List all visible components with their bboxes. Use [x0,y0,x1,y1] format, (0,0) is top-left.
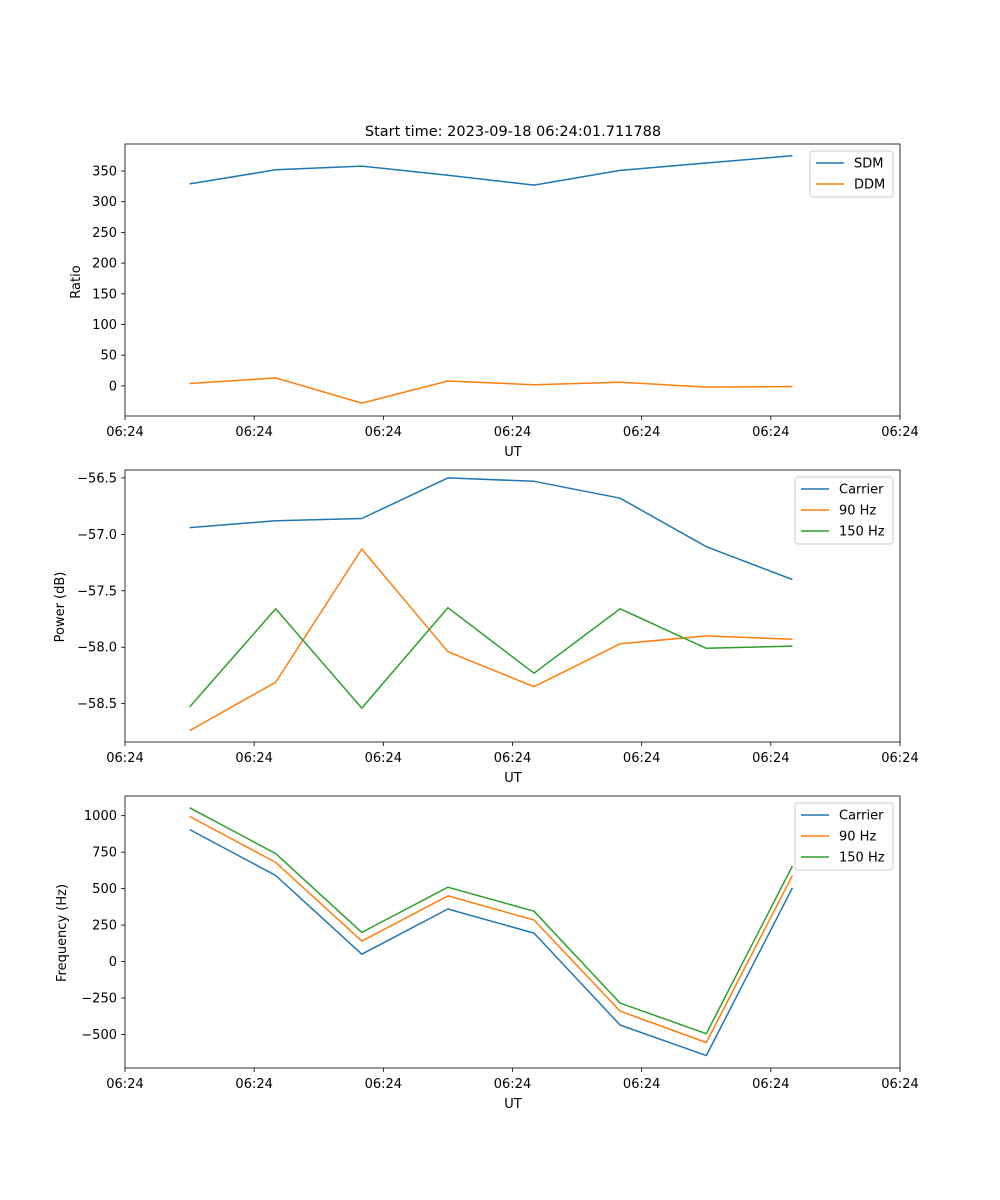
x-tick-label: 06:24 [752,1077,789,1092]
series-line-ddm [189,377,793,404]
x-tick-label: 06:24 [881,425,918,440]
y-tick-label: −57.0 [77,528,117,543]
y-tick-label: −58.5 [77,697,117,712]
series-line-150-hz [189,807,794,1035]
y-tick-label: 250 [92,226,117,241]
x-tick-label: 06:24 [365,751,402,766]
x-tick-label: 06:24 [881,1077,918,1092]
y-tick-label: −57.5 [77,584,117,599]
legend-label: 90 Hz [839,504,876,519]
x-tick-label: 06:24 [106,425,143,440]
series-line-carrier [189,828,794,1057]
x-tick-label: 06:24 [235,751,272,766]
ratio-panel: Start time: 2023-09-18 06:24:01.711788 U… [69,124,919,460]
x-tick-label: 06:24 [494,751,531,766]
y-tick-label: 100 [92,318,117,333]
legend-label: 150 Hz [839,851,885,866]
x-tick-label: 06:24 [752,425,789,440]
x-tick-label: 06:24 [365,425,402,440]
y-tick-label: 50 [100,349,117,364]
legend-label: Carrier [839,483,884,498]
y-tick-label: 350 [92,165,117,180]
series-line-carrier [189,477,793,581]
x-tick-label: 06:24 [106,1077,143,1092]
y-tick-label: 200 [92,257,117,272]
y-tick-label: −250 [81,991,117,1006]
x-tick-label: 06:24 [365,1077,402,1092]
x-tick-label: 06:24 [881,751,918,766]
power-panel: UT Power (dB) 06:24 06:24 06:24 06:24 06:24 0… [53,469,919,786]
x-tick-label: 06:24 [494,425,531,440]
series-line-150-hz [189,606,793,709]
y-tick-label: −56.5 [77,471,117,486]
legend-box [794,802,894,871]
series-line-90-hz [189,548,793,732]
x-axis-label: UT [504,771,522,786]
series-line-sdm [189,154,793,186]
x-tick-label: 06:24 [752,751,789,766]
legend-label: SDM [854,157,883,172]
legend-label: Carrier [839,809,884,824]
y-tick-label: 500 [92,882,117,897]
chart-title: Start time: 2023-09-18 06:24:01.711788 [365,124,661,140]
x-tick-label: 06:24 [235,1077,272,1092]
y-tick-label: 300 [92,195,117,210]
y-tick-label: −500 [81,1028,117,1043]
frequency-panel: UT Frequency (Hz) 06:24 06:24 06:24 06:24 06… [55,795,919,1112]
y-axis-label: Power (dB) [53,572,68,643]
x-axis-label: UT [504,445,522,460]
y-tick-label: 150 [92,287,117,302]
series-line-90-hz [189,815,794,1044]
y-tick-label: 250 [92,919,117,934]
y-tick-label: 0 [109,955,117,970]
x-tick-label: 06:24 [623,425,660,440]
legend-label: 90 Hz [839,830,876,845]
y-tick-label: 1000 [84,809,117,824]
x-tick-label: 06:24 [494,1077,531,1092]
y-axis-label: Ratio [69,265,84,298]
x-axis-label: UT [504,1097,522,1112]
legend-label: DDM [854,178,885,193]
y-tick-label: 0 [109,379,117,394]
legend-box [794,476,894,545]
legend-label: 150 Hz [839,525,885,540]
y-tick-label: 750 [92,846,117,861]
y-tick-label: −58.0 [77,641,117,656]
x-tick-label: 06:24 [106,751,143,766]
x-tick-label: 06:24 [623,751,660,766]
x-tick-label: 06:24 [623,1077,660,1092]
y-axis-label: Frequency (Hz) [55,884,70,982]
x-tick-label: 06:24 [235,425,272,440]
